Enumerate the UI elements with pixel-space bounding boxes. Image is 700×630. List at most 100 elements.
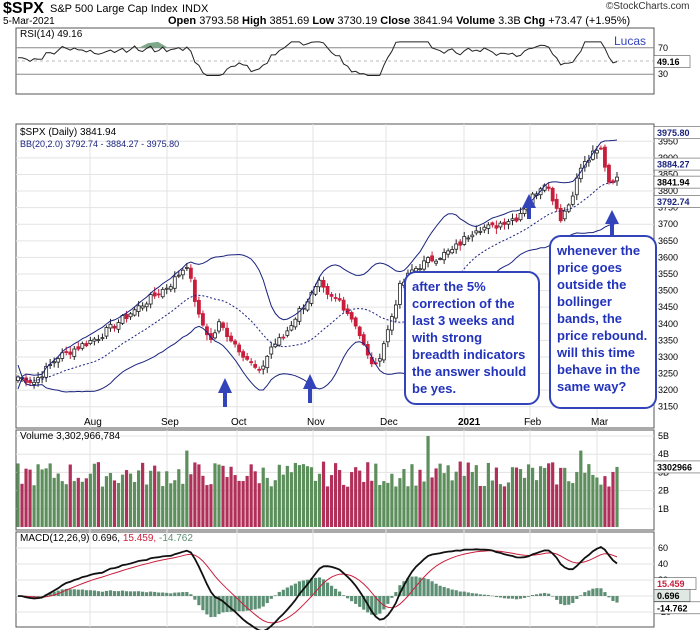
candle-body [52, 361, 57, 364]
candle-body [385, 329, 390, 343]
price-tick-label: 3200 [658, 385, 678, 395]
volume-bar [68, 464, 72, 527]
macd-histogram-bar [486, 595, 490, 596]
candle-body [550, 187, 555, 202]
candle-body [446, 250, 451, 255]
macd-histogram-bar [374, 596, 378, 616]
candle-body [176, 274, 181, 277]
macd-histogram-bar [514, 596, 519, 600]
candle-body [522, 208, 527, 214]
candle-body [393, 304, 398, 319]
volume-bar [591, 474, 595, 527]
volume-bar [498, 484, 503, 527]
candle-body [112, 325, 117, 329]
candle-body [341, 299, 346, 311]
macd-histogram-bar [595, 588, 599, 596]
volume-bar [52, 477, 56, 527]
volume-bar [354, 467, 358, 527]
candle-body [562, 210, 567, 220]
arrow-sep [218, 378, 232, 407]
macd-histogram-bar [599, 588, 603, 596]
price-tick-label: 3600 [658, 252, 678, 262]
macd-histogram-bar [575, 596, 579, 600]
candle-body [494, 225, 499, 229]
macd-histogram-bar [169, 593, 173, 596]
month-label: Dec [380, 417, 398, 428]
rsi-tick-label: 30 [658, 69, 668, 79]
volume-bar [241, 481, 245, 527]
macd-histogram-bar [422, 578, 426, 596]
macd-histogram-bar [454, 590, 458, 596]
volume-bar [325, 486, 330, 527]
bb-middle-badge-bg [653, 157, 700, 171]
macd-histogram-bar [265, 596, 269, 604]
macd-histogram-bar [547, 593, 551, 596]
volume-bar [44, 468, 48, 527]
macd-tick-label: 40 [658, 559, 668, 569]
macd-histogram-bar [518, 596, 523, 599]
macd-histogram-bar [382, 596, 386, 610]
macd-histogram-bar [458, 591, 462, 596]
month-label: 2021 [458, 417, 481, 428]
macd-histogram-bar [80, 589, 84, 596]
candle-body [245, 356, 250, 360]
candle-body [462, 236, 467, 245]
candle-body [474, 230, 479, 234]
macd-histogram-bar [354, 596, 358, 604]
macd-histogram-bar [217, 596, 221, 615]
macd-histogram-bar [551, 596, 555, 597]
volume-bar [104, 476, 109, 527]
candle-body [217, 321, 221, 332]
candle-body [353, 317, 358, 327]
macd-histogram-bar [48, 592, 52, 596]
macd-value-badge: -14.762 [657, 603, 688, 613]
month-label: Aug [84, 417, 102, 428]
candle-body [261, 365, 266, 370]
macd-histogram-bar [615, 596, 619, 603]
macd-histogram-bar [72, 589, 76, 596]
candle-body [213, 332, 217, 339]
volume-legend: Volume 3,302,966,784 [20, 431, 121, 442]
volume-bar [438, 463, 442, 527]
volume-bar [526, 464, 531, 527]
volume-bar [378, 484, 382, 527]
candle-body [257, 368, 262, 371]
volume-bar [120, 474, 125, 527]
volume-bar [390, 473, 394, 527]
index-name: S&P 500 Large Cap Index [50, 3, 178, 15]
candle-body [76, 346, 81, 350]
price-tick-label: 3800 [658, 186, 678, 196]
candle-body [172, 276, 177, 289]
candle-body [92, 338, 97, 342]
candle-body [466, 237, 471, 240]
macd-histogram-bar [607, 596, 611, 598]
candle-body [454, 243, 459, 250]
candle-body [321, 280, 326, 288]
volume-bar [611, 471, 615, 527]
candle-body [289, 325, 294, 331]
candle-body [132, 309, 137, 316]
macd-histogram-bar [165, 592, 169, 596]
candle-body [458, 241, 463, 246]
macd-histogram-bar [378, 596, 382, 614]
candle-body [265, 355, 270, 369]
candle-body [148, 294, 153, 305]
symbol-title: $SPX [3, 0, 44, 17]
macd-histogram-bar [185, 592, 189, 596]
volume-bar [333, 463, 338, 527]
candle-body [599, 147, 603, 150]
volume-bar [534, 480, 539, 527]
price-tick-label: 3950 [658, 136, 678, 146]
volume-value-badge-bg [653, 460, 700, 474]
volume-bar [84, 478, 88, 527]
volume-bar [237, 480, 241, 527]
candle-body [398, 282, 402, 305]
price-tick-label: 3150 [658, 402, 678, 412]
candle-body [518, 213, 523, 221]
volume-bar [398, 478, 402, 527]
macd-histogram-bar [583, 592, 587, 596]
macd-histogram-bar [579, 595, 583, 596]
volume-bar [60, 481, 64, 527]
macd-histogram-bar [418, 577, 422, 596]
